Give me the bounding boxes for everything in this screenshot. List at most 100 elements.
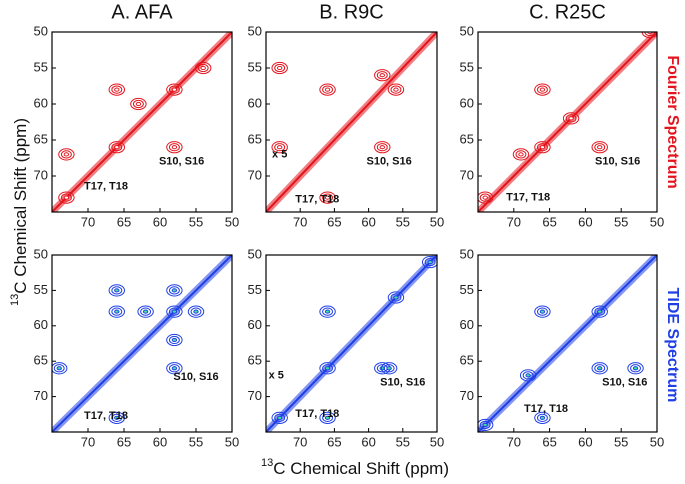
y-tick-label: 70 bbox=[248, 167, 262, 182]
row-label: TIDE Spectrum bbox=[664, 288, 681, 403]
peak bbox=[534, 83, 551, 96]
peak-contour bbox=[274, 63, 286, 73]
peak-contour bbox=[319, 305, 336, 318]
y-tick-label: 60 bbox=[34, 317, 48, 332]
x-tick-label: 50 bbox=[225, 434, 239, 449]
peak-contour bbox=[135, 101, 142, 107]
x-tick-label: 55 bbox=[614, 434, 628, 449]
peak-contour bbox=[114, 288, 120, 293]
panel-frame bbox=[51, 31, 233, 213]
y-label-superscript: 13 bbox=[9, 294, 21, 306]
peak-contour bbox=[393, 295, 399, 300]
peak-contour bbox=[168, 85, 180, 94]
peak bbox=[591, 141, 608, 154]
y-tick-label: 50 bbox=[248, 23, 262, 38]
y-tick-label: 50 bbox=[460, 23, 474, 38]
x-tick-label: 65 bbox=[117, 214, 131, 229]
peak-contour bbox=[111, 413, 123, 422]
x-tick-label: 70 bbox=[293, 214, 307, 229]
peak-contour bbox=[536, 307, 548, 316]
x-tick-label: 60 bbox=[578, 214, 592, 229]
x-tick-label: 60 bbox=[153, 214, 167, 229]
peak-contour bbox=[424, 257, 436, 267]
y-tick-label: 55 bbox=[460, 282, 474, 297]
peak bbox=[319, 191, 336, 204]
peak-contour bbox=[271, 141, 288, 154]
peak-contour bbox=[478, 418, 494, 432]
peak-contour bbox=[60, 193, 72, 202]
diagonal-core bbox=[266, 32, 437, 212]
peak-contour bbox=[108, 284, 126, 297]
x-tick-label: 60 bbox=[361, 214, 375, 229]
y-tick-label: 60 bbox=[248, 95, 262, 110]
peak-contour bbox=[56, 366, 62, 371]
peak-contour bbox=[60, 150, 72, 159]
panel-frame bbox=[477, 31, 658, 213]
peak-contour bbox=[63, 195, 70, 200]
peak-contour bbox=[114, 87, 120, 92]
peak-contour bbox=[319, 191, 336, 204]
peak-contour bbox=[594, 307, 606, 316]
y-tick-label: 65 bbox=[248, 353, 262, 368]
peak-contour bbox=[374, 141, 391, 154]
annotation: S10, S16 bbox=[366, 156, 411, 168]
peak bbox=[534, 411, 551, 424]
peak-contour bbox=[482, 422, 488, 428]
x-tick-label: 60 bbox=[578, 434, 592, 449]
peak bbox=[166, 141, 183, 154]
x-tick-label: 70 bbox=[81, 434, 95, 449]
peak-contour bbox=[519, 369, 537, 382]
diagonal-core bbox=[52, 32, 232, 212]
peak-contour bbox=[594, 143, 606, 152]
peak bbox=[271, 61, 288, 75]
peak-contour bbox=[168, 286, 180, 295]
panel: 70 65 60 55 50 50 55 60 65 70 C. R25C S10, S16 T17, … bbox=[460, 1, 665, 229]
panel-frame bbox=[51, 254, 233, 433]
peak-contour bbox=[627, 362, 644, 375]
peak-contour bbox=[322, 85, 334, 94]
peak-contour bbox=[644, 32, 656, 37]
panel: 70 65 60 55 50 50 55 60 65 70 x 5 S10, S16 T17, T18 bbox=[248, 246, 445, 449]
annotation: T17, T18 bbox=[84, 410, 128, 422]
peak-contour bbox=[322, 413, 334, 422]
peak-contour bbox=[322, 307, 334, 316]
y-tick-label: 50 bbox=[248, 246, 262, 261]
peak bbox=[421, 255, 437, 269]
peak bbox=[52, 362, 68, 375]
peak-contour bbox=[324, 87, 331, 92]
peak-contour bbox=[324, 309, 331, 314]
peak bbox=[58, 191, 75, 204]
peak-contour bbox=[390, 85, 402, 94]
peak bbox=[627, 362, 644, 375]
peak-contour bbox=[200, 65, 206, 71]
annotation: x 5 bbox=[269, 369, 284, 381]
plot-area bbox=[478, 255, 657, 432]
peak-contour bbox=[114, 145, 120, 150]
peak-contour bbox=[319, 411, 336, 424]
peak-contour bbox=[386, 366, 392, 371]
peak-contour bbox=[187, 305, 205, 318]
y-tick-label: 65 bbox=[34, 353, 48, 368]
peak-contour bbox=[166, 141, 183, 154]
peak bbox=[478, 191, 494, 204]
peak-contour bbox=[597, 366, 603, 371]
y-tick-label: 65 bbox=[248, 131, 262, 146]
peak-contour bbox=[536, 413, 548, 422]
peak-contour bbox=[387, 83, 405, 96]
x-tick-label: 65 bbox=[327, 434, 341, 449]
annotation: S10, S16 bbox=[595, 156, 640, 168]
annotation: S10, S16 bbox=[173, 371, 218, 383]
y-tick-label: 70 bbox=[248, 388, 262, 403]
peak-contour bbox=[515, 150, 527, 159]
peak-contour bbox=[111, 143, 123, 152]
y-tick-label: 55 bbox=[34, 59, 48, 74]
peak-contour bbox=[512, 148, 530, 161]
peak-contour bbox=[111, 307, 123, 316]
y-tick-label: 70 bbox=[34, 167, 48, 182]
x-tick-label: 70 bbox=[507, 434, 521, 449]
peak-contour bbox=[568, 116, 574, 121]
peak-contour bbox=[518, 152, 524, 157]
annotation: T17, T18 bbox=[295, 193, 339, 205]
annotation: x 5 bbox=[272, 148, 287, 160]
peak bbox=[108, 411, 126, 424]
